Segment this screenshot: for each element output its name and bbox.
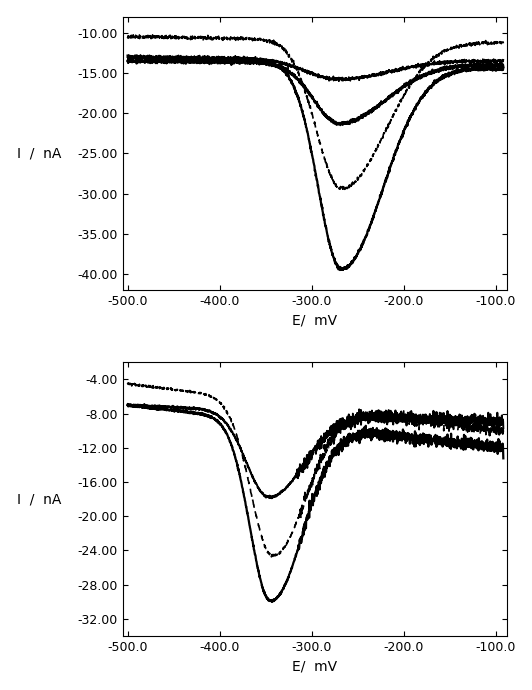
Y-axis label: I  /  nA: I / nA — [16, 492, 61, 506]
X-axis label: E/  mV: E/ mV — [293, 314, 338, 328]
X-axis label: E/  mV: E/ mV — [293, 660, 338, 673]
Y-axis label: I  /  nA: I / nA — [16, 146, 61, 161]
